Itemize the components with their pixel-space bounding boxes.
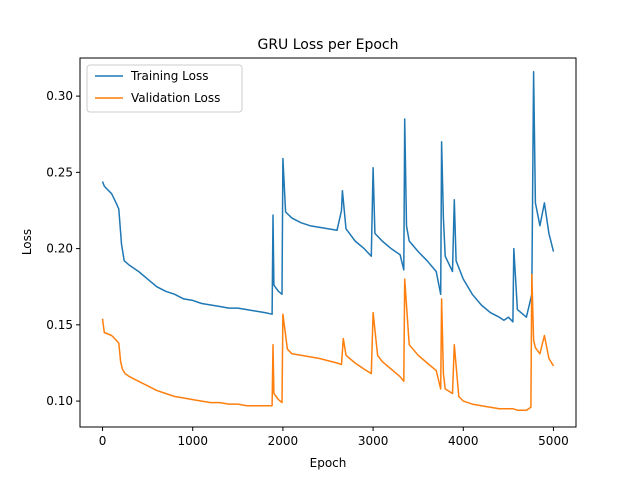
series-line-validation-loss [101, 273, 555, 411]
x-tick-label: 0 [99, 434, 107, 448]
y-tick-label: 0.25 [46, 165, 73, 179]
x-tick-label: 2000 [268, 434, 299, 448]
chart-title: GRU Loss per Epoch [257, 37, 398, 53]
legend-label-validation-loss: Validation Loss [131, 91, 220, 105]
legend-box [86, 64, 243, 113]
x-axis-label: Epoch [310, 456, 347, 470]
y-axis-label: Loss [20, 229, 34, 255]
y-tick-label: 0.10 [46, 394, 73, 408]
legend: Training Loss Validation Loss [86, 64, 243, 113]
y-tick-label: 0.20 [46, 242, 73, 256]
legend-label-training-loss: Training Loss [130, 69, 208, 83]
y-axis-ticks: 0.10 0.15 0.20 0.25 0.30 [46, 89, 80, 408]
plot-frame [79, 57, 577, 428]
x-tick-label: 1000 [177, 434, 208, 448]
x-tick-label: 5000 [538, 434, 569, 448]
y-tick-label: 0.15 [46, 318, 73, 332]
x-tick-label: 4000 [448, 434, 479, 448]
series-lines [101, 70, 555, 411]
x-tick-label: 3000 [358, 434, 389, 448]
x-axis-ticks: 0 1000 2000 3000 4000 5000 [99, 427, 569, 448]
series-line-training-loss [101, 70, 555, 323]
y-tick-label: 0.30 [46, 89, 73, 103]
